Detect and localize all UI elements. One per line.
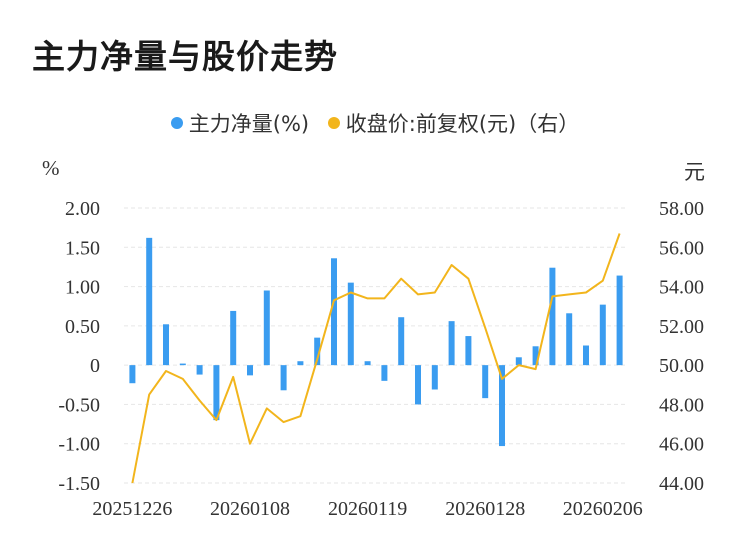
bar-mark <box>314 337 321 366</box>
right-axis-unit: 元 <box>684 160 705 184</box>
x-tick-label: 20260206 <box>563 498 643 520</box>
left-tick-label: 1.50 <box>65 237 100 259</box>
right-tick-label: 58.00 <box>659 198 704 220</box>
bar-mark <box>364 361 371 366</box>
legend-line-label: 收盘价:前复权(元)（右） <box>345 112 580 136</box>
right-tick-label: 56.00 <box>659 237 704 259</box>
x-tick-label: 20260119 <box>328 498 407 520</box>
bar-mark <box>616 275 623 366</box>
chart-title: 主力净量与股价走势 <box>32 37 338 76</box>
bar-mark <box>213 365 220 421</box>
bar-mark <box>297 361 304 366</box>
right-tick-label: 48.00 <box>659 394 704 416</box>
x-tick-label: 20251226 <box>92 498 172 520</box>
bar-mark <box>482 365 489 399</box>
left-tick-label: -1.00 <box>58 434 100 456</box>
bar-mark <box>381 365 388 381</box>
bar-mark <box>196 365 203 375</box>
bar-mark <box>146 237 153 366</box>
bar-series <box>129 237 623 447</box>
x-tick-label: 20260128 <box>445 498 525 520</box>
close-price-line <box>131 233 621 484</box>
bar-mark <box>566 313 573 366</box>
legend-bar-swatch <box>170 117 183 129</box>
chart-legend: 主力净量(%) 收盘价:前复权(元)（右） <box>0 108 750 138</box>
left-axis-unit: % <box>42 156 60 180</box>
bar-mark <box>163 324 169 366</box>
right-tick-label: 50.00 <box>659 355 704 377</box>
legend-bar-label: 主力净量(%) <box>188 112 310 136</box>
left-tick-label: -1.50 <box>58 473 100 495</box>
line-series <box>131 233 621 484</box>
right-tick-label: 46.00 <box>659 434 704 456</box>
bar-mark <box>398 317 405 366</box>
bar-mark <box>331 258 337 366</box>
left-tick-label: 1.00 <box>65 277 100 299</box>
bar-mark <box>549 267 556 366</box>
x-tick-label: 20260108 <box>210 498 290 520</box>
legend-item-close-price[interactable]: 收盘价:前复权(元)（右） <box>327 108 580 138</box>
bar-mark <box>415 365 421 405</box>
bar-mark <box>499 365 505 447</box>
bar-mark <box>583 345 589 366</box>
right-tick-label: 52.00 <box>659 316 704 338</box>
bar-mark <box>280 365 287 391</box>
left-tick-label: 2.00 <box>65 198 100 220</box>
right-tick-label: 54.00 <box>659 277 704 299</box>
bar-mark <box>431 365 438 390</box>
bar-mark <box>465 336 472 366</box>
bar-mark <box>230 310 237 366</box>
legend-line-swatch <box>327 117 340 129</box>
left-tick-label: -0.50 <box>58 394 100 416</box>
bar-mark <box>599 304 606 366</box>
left-tick-label: 0.50 <box>65 316 100 338</box>
legend-item-net-flow[interactable]: 主力净量(%) <box>170 108 310 138</box>
bar-mark <box>515 357 522 366</box>
grid-lines <box>124 207 628 484</box>
bar-mark <box>448 321 455 366</box>
bar-mark <box>179 363 186 366</box>
left-tick-label: 0 <box>90 355 100 377</box>
right-tick-label: 44.00 <box>659 473 704 495</box>
bar-mark <box>247 365 253 376</box>
bar-mark <box>263 290 270 366</box>
bar-mark <box>532 346 539 366</box>
bar-mark <box>347 282 354 366</box>
axis-ticks: 2.00 1.50 1.00 0.50 0 -0.50 -1.00 -1.50 58.00 56.… <box>58 198 704 520</box>
bar-mark <box>129 365 136 384</box>
